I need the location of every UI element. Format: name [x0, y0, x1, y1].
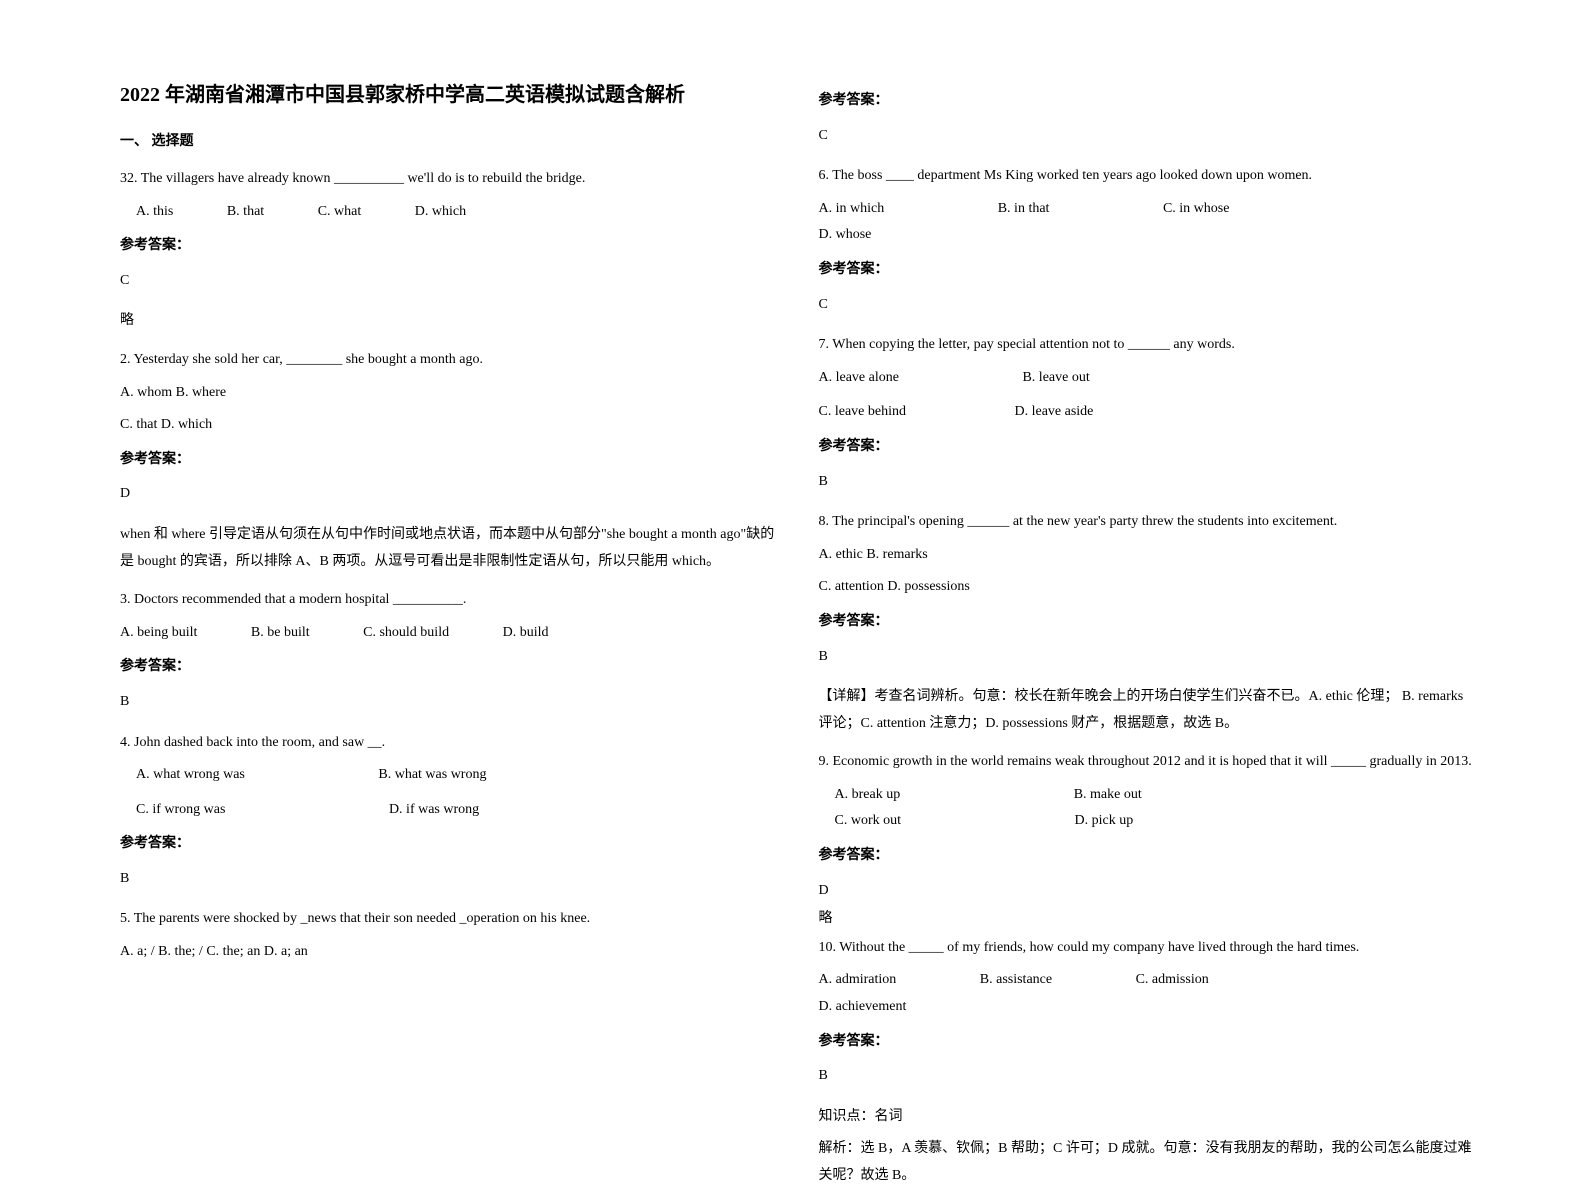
q2-ans: D [120, 481, 779, 508]
q10-opts: A. admiration B. assistance C. admission… [819, 967, 1478, 1020]
q7-text: 7. When copying the letter, pay special … [819, 332, 1478, 359]
q9-opt-d: D. pick up [1075, 808, 1134, 835]
q6-opt-a: A. in which [819, 196, 885, 223]
q10-kp: 知识点：名词 [819, 1104, 1478, 1131]
section1-header: 一、 选择题 [120, 130, 779, 150]
q5-text: 5. The parents were shocked by _news tha… [120, 906, 779, 933]
q32-opt-c: C. what [318, 199, 362, 226]
q4-ans-label: 参考答案： [120, 831, 779, 858]
q3-opt-d: D. build [503, 620, 549, 647]
q2-text: 2. Yesterday she sold her car, ________ … [120, 347, 779, 374]
q10-opt-c: C. admission [1136, 967, 1209, 994]
q9-expl: 略 [819, 906, 1478, 933]
page-title: 2022 年湖南省湘潭市中国县郭家桥中学高二英语模拟试题含解析 [120, 80, 779, 110]
q9-text: 9. Economic growth in the world remains … [819, 749, 1478, 776]
q32-ans-label: 参考答案： [120, 233, 779, 260]
q4-opt-a: A. what wrong was [136, 762, 245, 789]
q32-opts: A. this B. that C. what D. which [120, 199, 779, 226]
q3-opt-a: A. being built [120, 620, 197, 647]
q3-text: 3. Doctors recommended that a modern hos… [120, 587, 779, 614]
q9-opt-b: B. make out [1074, 782, 1142, 809]
q10-expl: 解析：选 B，A 羡慕、钦佩；B 帮助；C 许可；D 成就。句意：没有我朋友的帮… [819, 1136, 1478, 1189]
q3-ans: B [120, 689, 779, 716]
q8-expl: 【详解】考查名词辨析。句意：校长在新年晚会上的开场白使学生们兴奋不已。A. et… [819, 684, 1478, 737]
q10-ans-label: 参考答案： [819, 1029, 1478, 1056]
q8-ans: B [819, 644, 1478, 671]
q10-opt-a: A. admiration [819, 967, 897, 994]
q2-expl: when 和 where 引导定语从句须在从句中作时间或地点状语，而本题中从句部… [120, 522, 779, 575]
q7-opt-b: B. leave out [1022, 365, 1089, 392]
q8-opts-l1: A. ethic B. remarks [819, 542, 1478, 569]
q32-ans: C [120, 268, 779, 295]
q3-opt-c: C. should build [363, 620, 449, 647]
q6-opt-b: B. in that [998, 196, 1050, 223]
q7-opt-a: A. leave alone [819, 365, 899, 392]
q8-text: 8. The principal's opening ______ at the… [819, 509, 1478, 536]
q7-ans-label: 参考答案： [819, 434, 1478, 461]
q2-opts-l1: A. whom B. where [120, 380, 779, 407]
q5-ans: C [819, 123, 1478, 150]
q2-opts-l2: C. that D. which [120, 412, 779, 439]
q7-opts-l2: C. leave behind D. leave aside [819, 399, 1478, 426]
q32-opt-b: B. that [227, 199, 264, 226]
q4-opts-l2: C. if wrong was D. if was wrong [120, 797, 779, 824]
q6-text: 6. The boss ____ department Ms King work… [819, 163, 1478, 190]
q7-ans: B [819, 469, 1478, 496]
q2-ans-label: 参考答案： [120, 447, 779, 474]
q32-opt-a: A. this [136, 199, 173, 226]
q7-opts-l1: A. leave alone B. leave out [819, 365, 1478, 392]
q4-opt-c: C. if wrong was [136, 797, 225, 824]
q9-opt-a: A. break up [835, 782, 901, 809]
q32-opt-d: D. which [415, 199, 466, 226]
q5-opts: A. a; / B. the; / C. the; an D. a; an [120, 939, 779, 966]
q3-opt-b: B. be built [251, 620, 310, 647]
q9-ans: D [819, 878, 1478, 905]
q4-opt-b: B. what was wrong [378, 762, 486, 789]
q9-opt-c: C. work out [835, 808, 902, 835]
left-column: 2022 年湖南省湘潭市中国县郭家桥中学高二英语模拟试题含解析 一、 选择题 3… [100, 80, 799, 1082]
q6-ans-label: 参考答案： [819, 257, 1478, 284]
q32-text: 32. The villagers have already known ___… [120, 166, 779, 193]
q10-text: 10. Without the _____ of my friends, how… [819, 935, 1478, 962]
q9-opts: A. break up B. make out C. work out D. p… [819, 782, 1478, 835]
q4-opts-l1: A. what wrong was B. what was wrong [120, 762, 779, 789]
q5-ans-label: 参考答案： [819, 88, 1478, 115]
q6-opts: A. in which B. in that C. in whose D. wh… [819, 196, 1478, 249]
q3-opts: A. being built B. be built C. should bui… [120, 620, 779, 647]
q8-ans-label: 参考答案： [819, 609, 1478, 636]
q8-opts-l2: C. attention D. possessions [819, 574, 1478, 601]
q6-ans: C [819, 292, 1478, 319]
q3-ans-label: 参考答案： [120, 654, 779, 681]
q4-opt-d: D. if was wrong [389, 797, 479, 824]
q9-ans-label: 参考答案： [819, 843, 1478, 870]
q4-text: 4. John dashed back into the room, and s… [120, 730, 779, 757]
q7-opt-c: C. leave behind [819, 399, 906, 426]
q10-opt-d: D. achievement [819, 994, 907, 1021]
q6-opt-c: C. in whose [1163, 196, 1230, 223]
q7-opt-d: D. leave aside [1014, 399, 1093, 426]
q4-ans: B [120, 866, 779, 893]
q10-ans: B [819, 1063, 1478, 1090]
q10-opt-b: B. assistance [980, 967, 1052, 994]
right-column: 参考答案： C 6. The boss ____ department Ms K… [799, 80, 1498, 1082]
q6-opt-d: D. whose [819, 222, 872, 249]
q32-expl: 略 [120, 308, 779, 335]
